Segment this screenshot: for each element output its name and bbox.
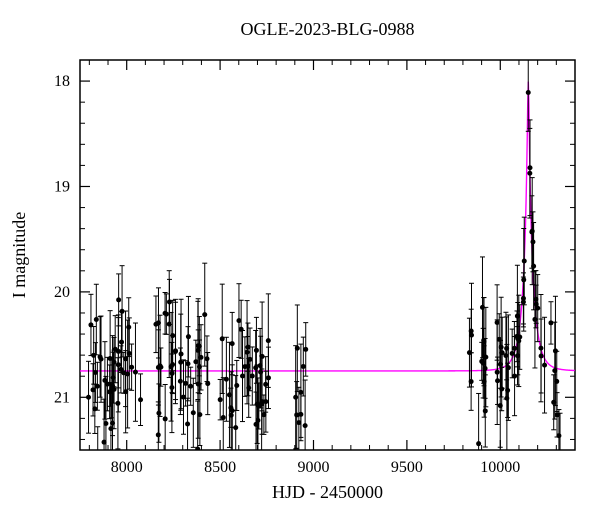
- data-point: [197, 412, 202, 417]
- data-point: [266, 338, 271, 343]
- data-point: [531, 264, 536, 269]
- data-point: [224, 377, 229, 382]
- data-point: [164, 312, 169, 317]
- data-point: [183, 381, 188, 386]
- data-point: [95, 384, 100, 389]
- data-point: [156, 432, 161, 437]
- data-point: [483, 355, 488, 360]
- ytick-label: 18: [54, 73, 70, 90]
- data-point: [234, 383, 239, 388]
- data-point: [293, 395, 298, 400]
- data-point: [191, 410, 196, 415]
- data-point: [195, 447, 200, 452]
- data-point: [247, 357, 252, 362]
- data-point: [133, 370, 138, 375]
- ytick-label: 21: [54, 389, 70, 406]
- data-point: [263, 399, 268, 404]
- data-point: [99, 357, 104, 362]
- data-point: [240, 374, 245, 379]
- data-point: [94, 317, 99, 322]
- data-point: [558, 466, 563, 471]
- data-point: [205, 381, 210, 386]
- data-point: [163, 416, 168, 421]
- data-point: [158, 365, 163, 370]
- data-point: [230, 408, 235, 413]
- data-point: [95, 461, 100, 466]
- data-point: [233, 425, 238, 430]
- data-point: [103, 421, 108, 426]
- chart-svg: OGLE-2023-BLG-0988 HJD - 2450000 I magnitu…: [0, 0, 600, 512]
- data-point: [138, 397, 143, 402]
- data-point: [521, 277, 526, 282]
- data-point: [539, 354, 544, 359]
- data-point: [495, 378, 500, 383]
- data-point: [483, 408, 488, 413]
- data-point: [245, 350, 250, 355]
- data-point: [517, 335, 522, 340]
- data-point: [535, 306, 540, 311]
- xtick-label: 10000: [480, 459, 520, 476]
- xtick-label: 9000: [297, 459, 329, 476]
- data-point: [250, 374, 255, 379]
- data-point: [204, 356, 209, 361]
- data-point: [218, 397, 223, 402]
- data-point: [112, 387, 117, 392]
- data-group: [80, 54, 575, 512]
- data-point: [505, 388, 510, 393]
- data-point: [303, 347, 308, 352]
- data-point: [254, 348, 259, 353]
- data-point: [295, 346, 300, 351]
- xtick-label: 8500: [204, 459, 236, 476]
- xtick-label: 9500: [391, 459, 423, 476]
- data-point: [522, 258, 527, 263]
- data-point: [221, 415, 226, 420]
- data-point: [230, 341, 235, 346]
- data-point: [548, 320, 553, 325]
- data-point: [542, 363, 547, 368]
- data-point: [173, 348, 178, 353]
- data-point: [86, 395, 91, 400]
- data-point: [556, 433, 561, 438]
- data-point: [503, 353, 508, 358]
- data-point: [186, 334, 191, 339]
- data-point: [483, 366, 488, 371]
- data-point: [116, 349, 121, 354]
- chart-title: OGLE-2023-BLG-0988: [241, 19, 415, 39]
- data-point: [229, 413, 234, 418]
- ytick-label: 19: [54, 178, 70, 195]
- model-curve: [80, 82, 575, 371]
- data-point: [129, 365, 134, 370]
- data-point: [554, 379, 559, 384]
- data-point: [170, 333, 175, 338]
- data-point: [526, 90, 531, 95]
- data-point: [506, 365, 511, 370]
- data-point: [127, 351, 132, 356]
- data-point: [499, 345, 504, 350]
- lightcurve-chart: OGLE-2023-BLG-0988 HJD - 2450000 I magnitu…: [0, 0, 600, 512]
- data-point: [298, 390, 303, 395]
- data-point: [179, 351, 184, 356]
- xtick-label: 8000: [111, 459, 143, 476]
- y-axis-label: I magnitude: [9, 212, 29, 298]
- data-point: [202, 312, 207, 317]
- x-axis-label: HJD - 2450000: [272, 482, 383, 502]
- data-point: [156, 411, 161, 416]
- data-point: [255, 418, 260, 423]
- data-point: [528, 165, 533, 170]
- data-point: [119, 340, 124, 345]
- data-point: [188, 384, 193, 389]
- ytick-label: 20: [54, 284, 70, 301]
- data-point: [303, 423, 308, 428]
- data-point: [476, 441, 481, 446]
- data-point: [116, 297, 121, 302]
- data-point: [198, 355, 203, 360]
- data-point: [126, 325, 131, 330]
- data-point: [301, 364, 306, 369]
- data-point: [469, 333, 474, 338]
- data-point: [185, 422, 190, 427]
- data-point: [530, 239, 535, 244]
- data-point: [266, 375, 271, 380]
